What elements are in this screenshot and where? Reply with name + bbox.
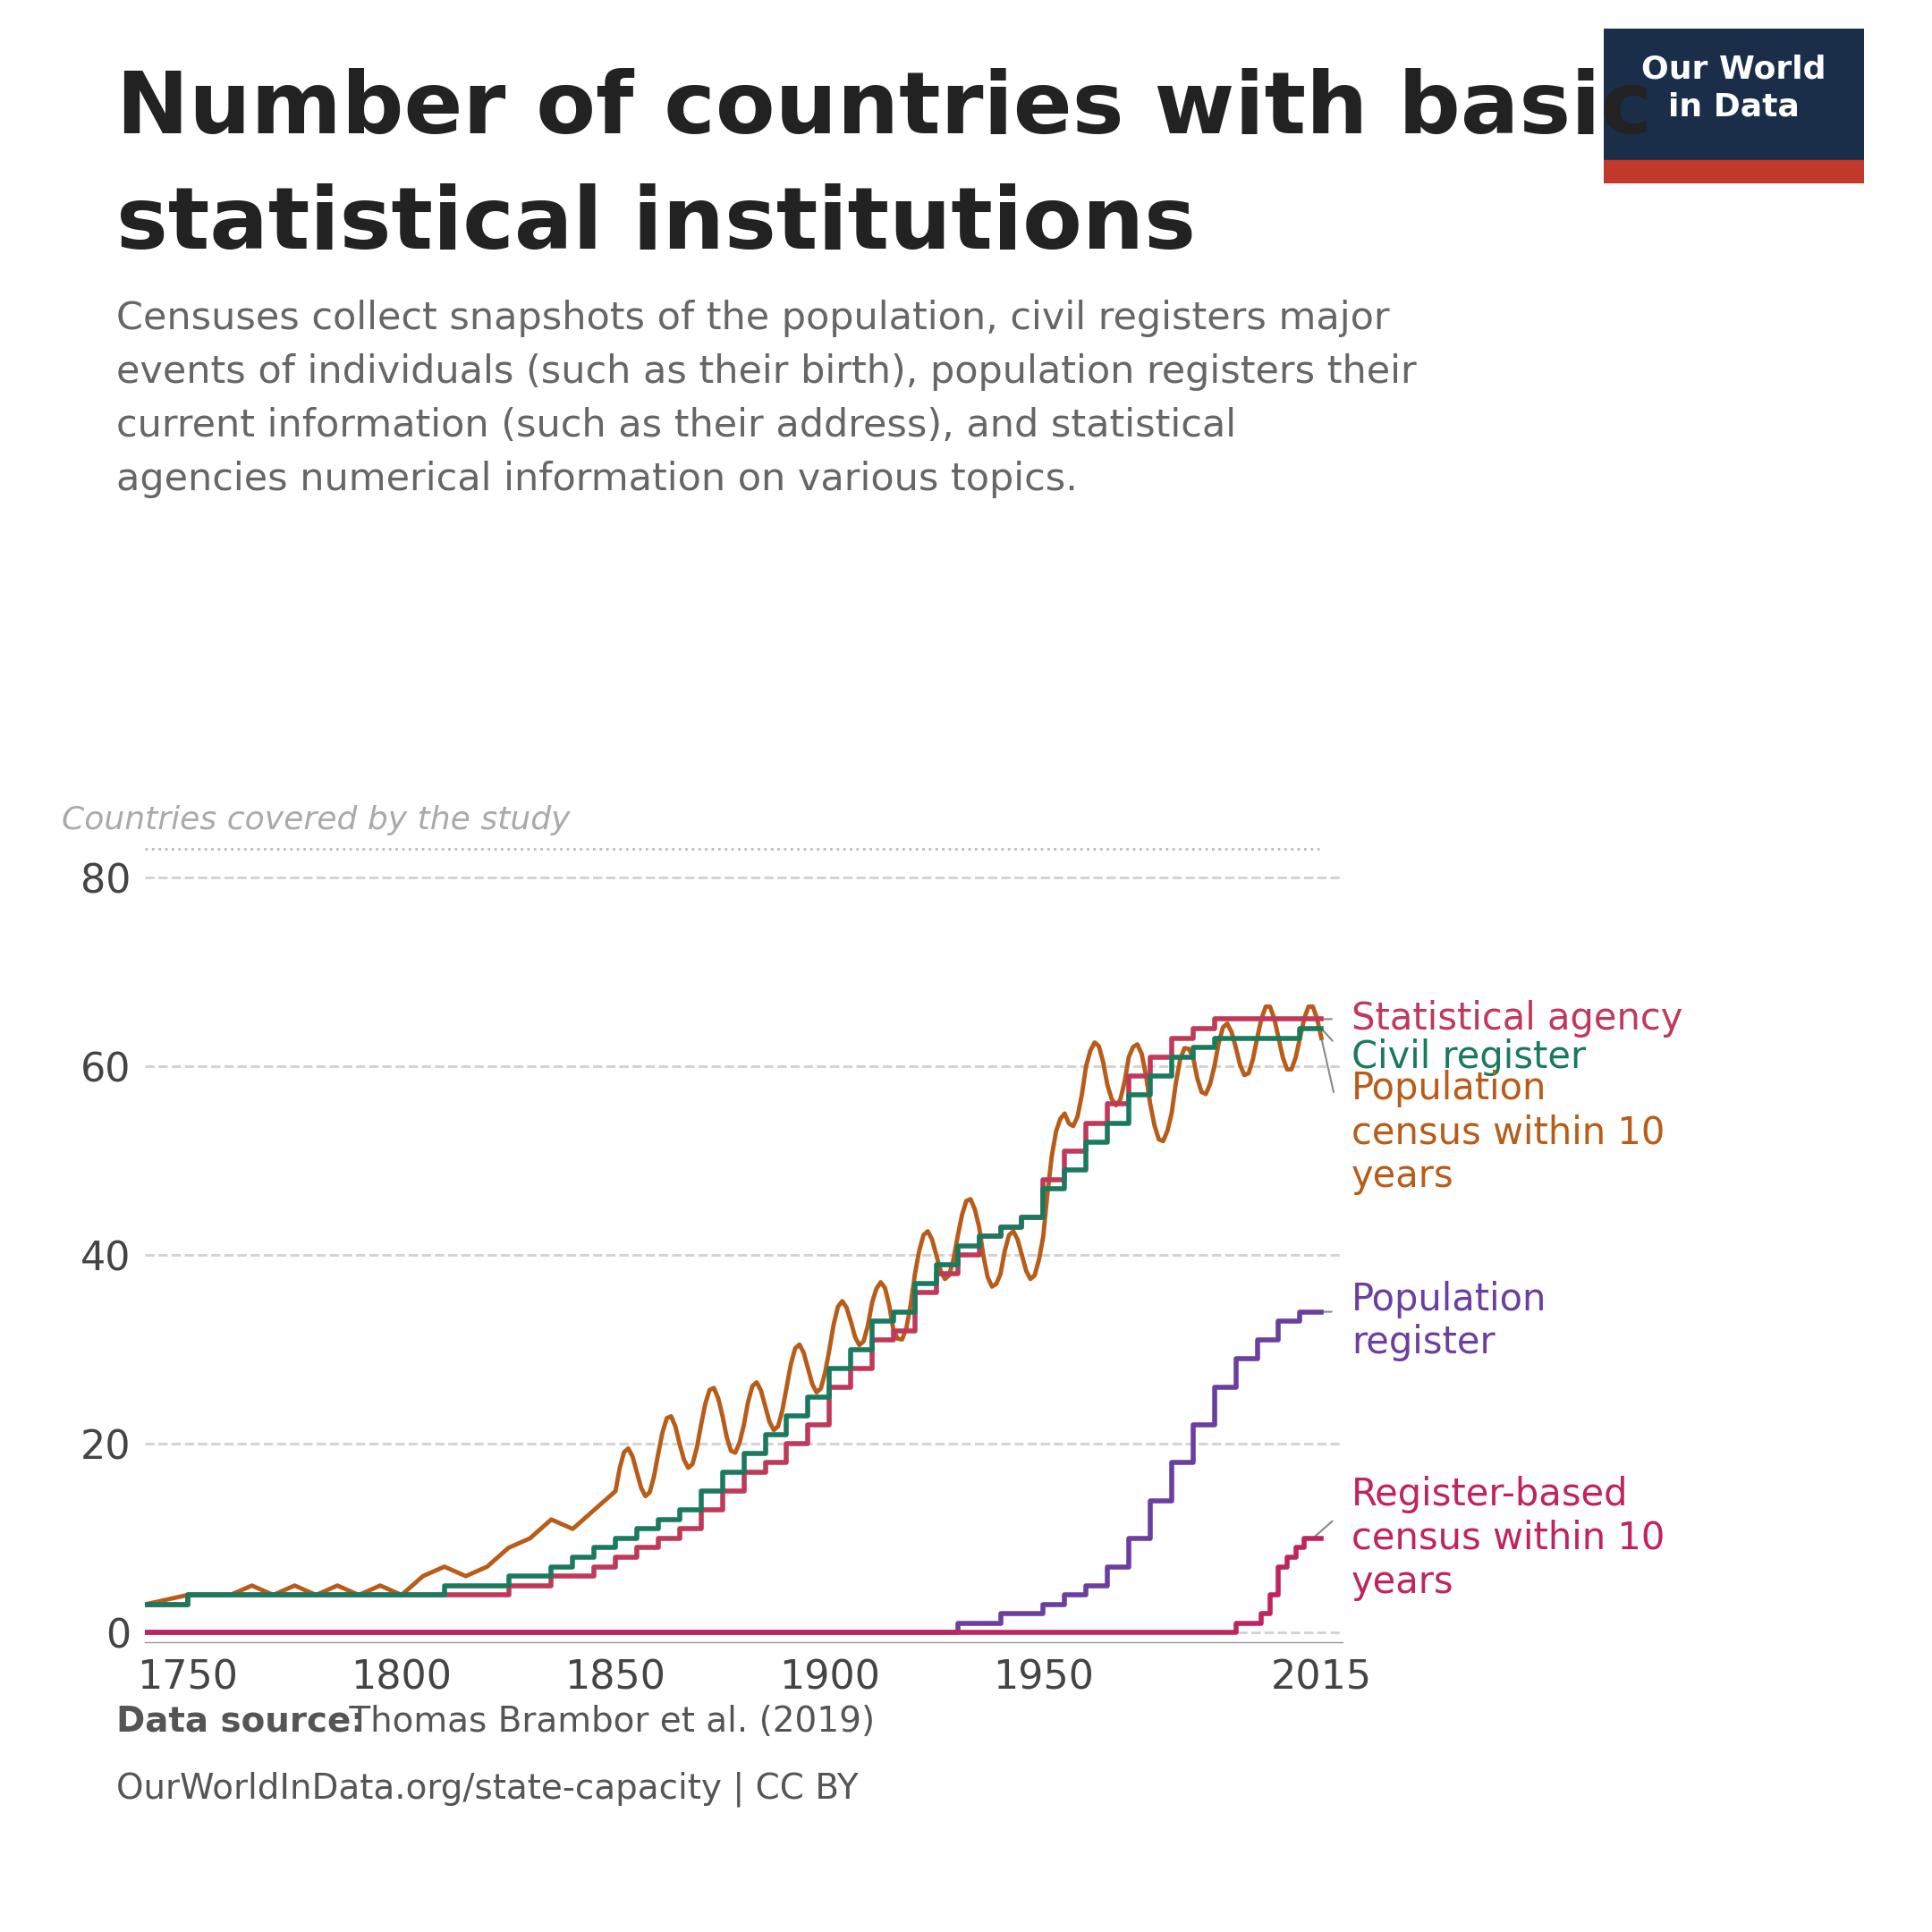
Text: Thomas Brambor et al. (2019): Thomas Brambor et al. (2019) [338,1704,875,1739]
Text: statistical institutions: statistical institutions [116,184,1196,267]
Text: Number of countries with basic: Number of countries with basic [116,68,1652,151]
Text: Countries covered by the study: Countries covered by the study [62,804,570,835]
Text: Data source:: Data source: [116,1704,365,1739]
Text: Register-based
census within 10
years: Register-based census within 10 years [1350,1476,1665,1600]
Text: Civil register: Civil register [1350,1037,1586,1076]
Text: Population
census within 10
years: Population census within 10 years [1350,1070,1665,1194]
Bar [1604,160,1864,184]
Text: Statistical agency: Statistical agency [1350,1001,1683,1037]
Text: Population
register: Population register [1350,1281,1548,1362]
Text: Censuses collect snapshots of the population, civil registers major
events of in: Censuses collect snapshots of the popula… [116,299,1416,498]
Text: OurWorldInData.org/state-capacity | CC BY: OurWorldInData.org/state-capacity | CC B… [116,1772,858,1806]
Text: Our World
in Data: Our World in Data [1642,54,1826,122]
